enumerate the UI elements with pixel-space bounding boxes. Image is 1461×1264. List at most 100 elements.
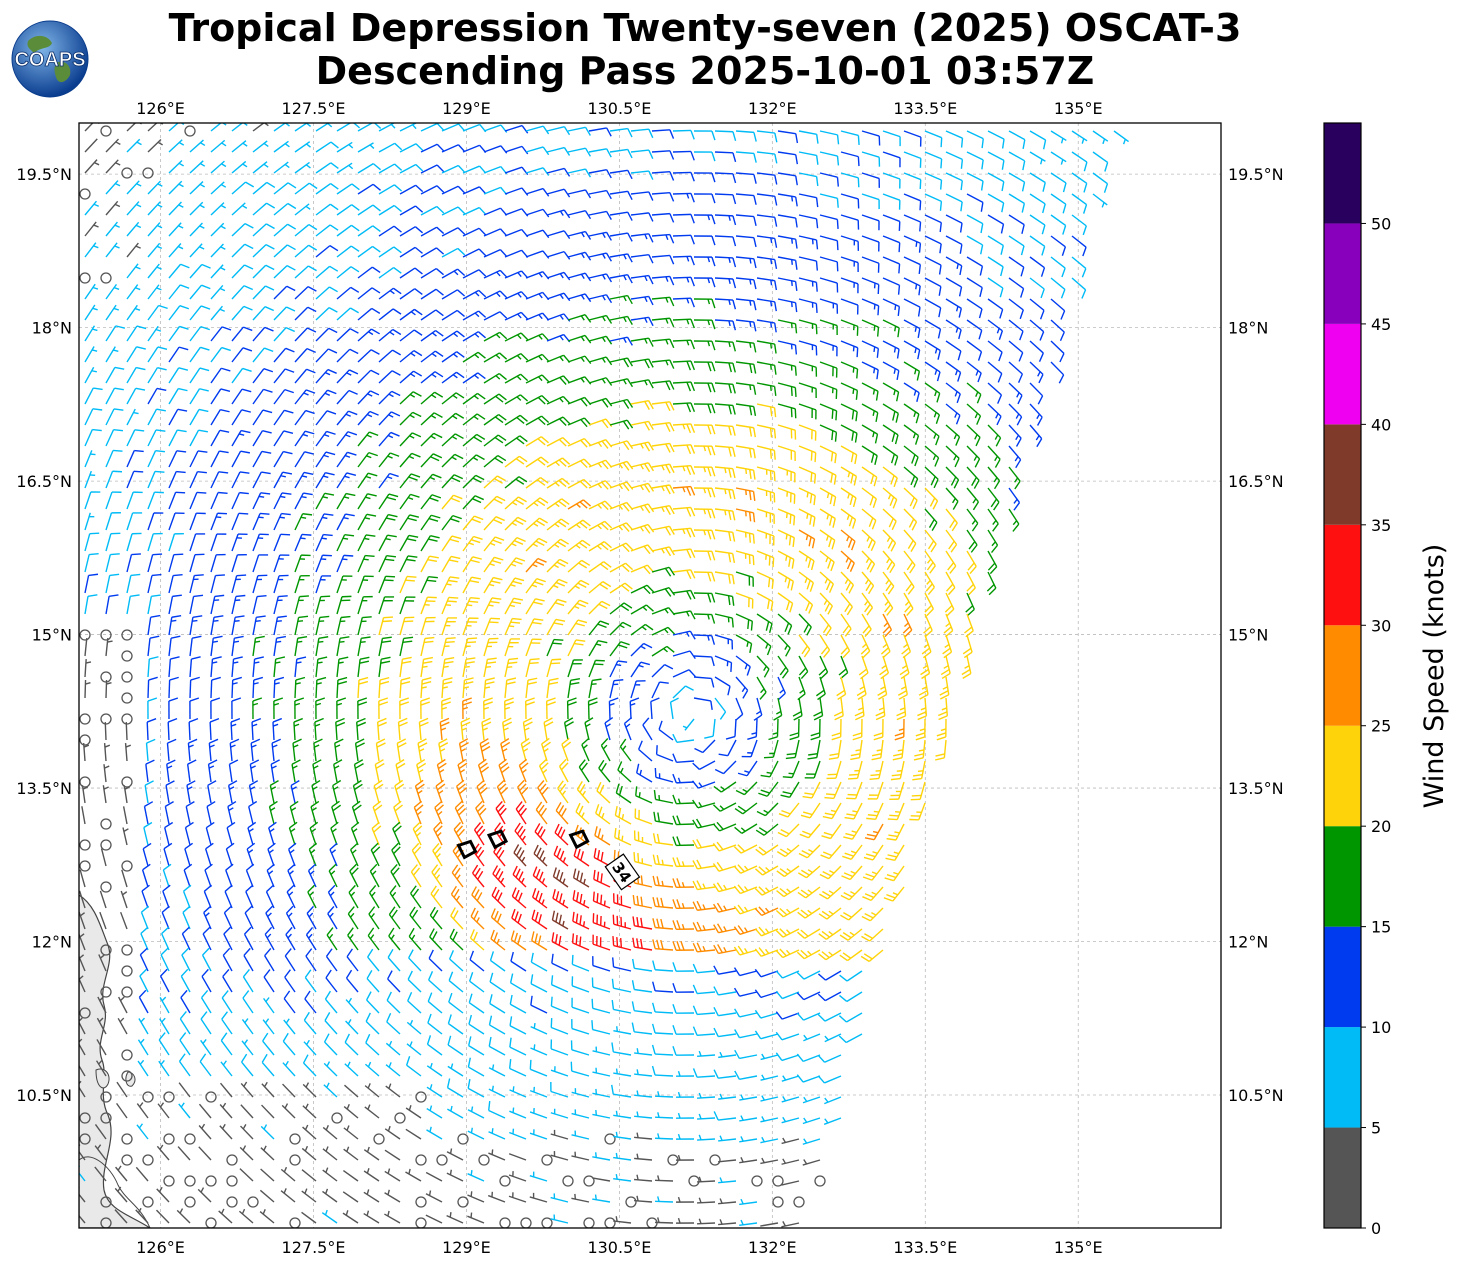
wind-barb — [210, 181, 227, 195]
wind-barb — [798, 235, 819, 250]
wind-barb — [882, 424, 899, 445]
wind-barb — [252, 471, 271, 489]
wind-barb — [798, 151, 819, 165]
wind-barb — [546, 146, 571, 156]
wind-barb — [546, 188, 571, 198]
wind-barb — [798, 424, 817, 441]
wind-barb — [336, 451, 357, 468]
wind-barb — [756, 193, 778, 206]
wind-barb — [546, 230, 571, 239]
wind-barb — [1050, 361, 1065, 384]
y-tick-label-right: 16.5°N — [1228, 472, 1284, 491]
wind-barb — [693, 319, 716, 330]
wind-barb — [378, 204, 402, 216]
wind-barb — [273, 450, 293, 468]
wind-barb — [105, 138, 121, 153]
wind-barb — [357, 390, 380, 405]
wind-barb — [966, 298, 983, 319]
wind-barb — [210, 429, 230, 447]
wind-barb — [420, 371, 444, 384]
wind-barb — [714, 403, 736, 415]
wind-barb — [567, 210, 592, 220]
wind-barb — [714, 424, 736, 436]
wind-barb — [903, 151, 922, 168]
wind-barb — [945, 277, 963, 297]
wind-barb — [315, 348, 338, 363]
wind-barb — [189, 305, 211, 321]
wind-barb — [441, 330, 465, 342]
wind-barb — [273, 202, 297, 216]
wind-barb — [798, 214, 819, 229]
wind-barb — [483, 352, 508, 363]
wind-barb — [294, 223, 318, 237]
wind-barb — [924, 361, 941, 382]
y-tick-label-left: 18°N — [32, 319, 72, 338]
wind-barb — [672, 318, 695, 329]
wind-barb — [840, 403, 858, 422]
wind-barb — [1008, 361, 1024, 383]
wind-barb — [546, 416, 571, 427]
colorbar-segment — [1324, 1127, 1361, 1228]
wind-barb — [399, 432, 422, 447]
wind-barb — [756, 487, 776, 503]
wind-barb — [861, 214, 880, 231]
wind-barb — [987, 340, 1003, 362]
wind-barb — [1029, 193, 1046, 214]
wind-barb — [441, 206, 466, 216]
wind-barb — [168, 305, 190, 321]
wind-barb — [819, 382, 838, 399]
wind-barb — [567, 272, 592, 282]
wind-barb — [126, 429, 145, 447]
wind-barb — [399, 246, 423, 258]
wind-barb — [672, 485, 696, 496]
wind-barb — [693, 172, 716, 183]
wind-barb — [357, 410, 379, 426]
wind-barb — [798, 130, 819, 144]
wind-barb — [84, 159, 100, 174]
wind-barb — [630, 233, 654, 243]
wind-barb — [966, 403, 982, 425]
wind-barb — [651, 484, 675, 495]
wind-barb — [987, 151, 1005, 170]
wind-barb — [588, 273, 613, 283]
wind-barb — [798, 487, 816, 506]
wind-barb — [609, 274, 633, 284]
wind-barb — [105, 221, 120, 237]
colorbar-segment — [1324, 1027, 1361, 1128]
wind-barb — [1029, 214, 1046, 235]
wind-barb — [189, 388, 209, 405]
y-tick-label-right: 13.5°N — [1228, 779, 1284, 798]
wind-barb — [588, 377, 613, 386]
wind-barb — [105, 180, 121, 195]
wind-barb — [630, 379, 654, 389]
colorbar-segment — [1324, 223, 1361, 324]
wind-barb — [483, 393, 507, 405]
wind-barb — [756, 172, 778, 185]
wind-barb — [945, 424, 961, 446]
wind-barb — [756, 340, 777, 354]
wind-barb — [441, 433, 464, 447]
wind-barb — [861, 361, 879, 380]
wind-barb — [735, 466, 756, 480]
colorbar-tick-label: 15 — [1371, 918, 1391, 937]
wind-barb — [1029, 277, 1045, 299]
colorbar: 0 5 10 15 20 25 30 35 40 45 50 — [1323, 122, 1391, 1238]
wind-barb — [966, 487, 980, 511]
wind-barb — [987, 235, 1004, 255]
wind-barb — [630, 441, 654, 452]
wind-barb — [714, 277, 737, 289]
wind-barb — [1008, 214, 1025, 234]
wind-barb — [840, 256, 859, 273]
wind-barb — [819, 256, 839, 272]
wind-barb — [630, 295, 654, 306]
wind-barb — [630, 253, 654, 264]
wind-barb — [1008, 277, 1025, 298]
wind-barb — [798, 172, 819, 186]
wind-barb — [987, 361, 1003, 383]
wind-barb — [609, 460, 634, 471]
wind-barb — [819, 193, 839, 208]
wind-barb — [567, 251, 592, 261]
wind-barb — [966, 382, 982, 404]
wind-barb — [210, 139, 227, 153]
colorbar-tick-label: 20 — [1371, 817, 1391, 836]
